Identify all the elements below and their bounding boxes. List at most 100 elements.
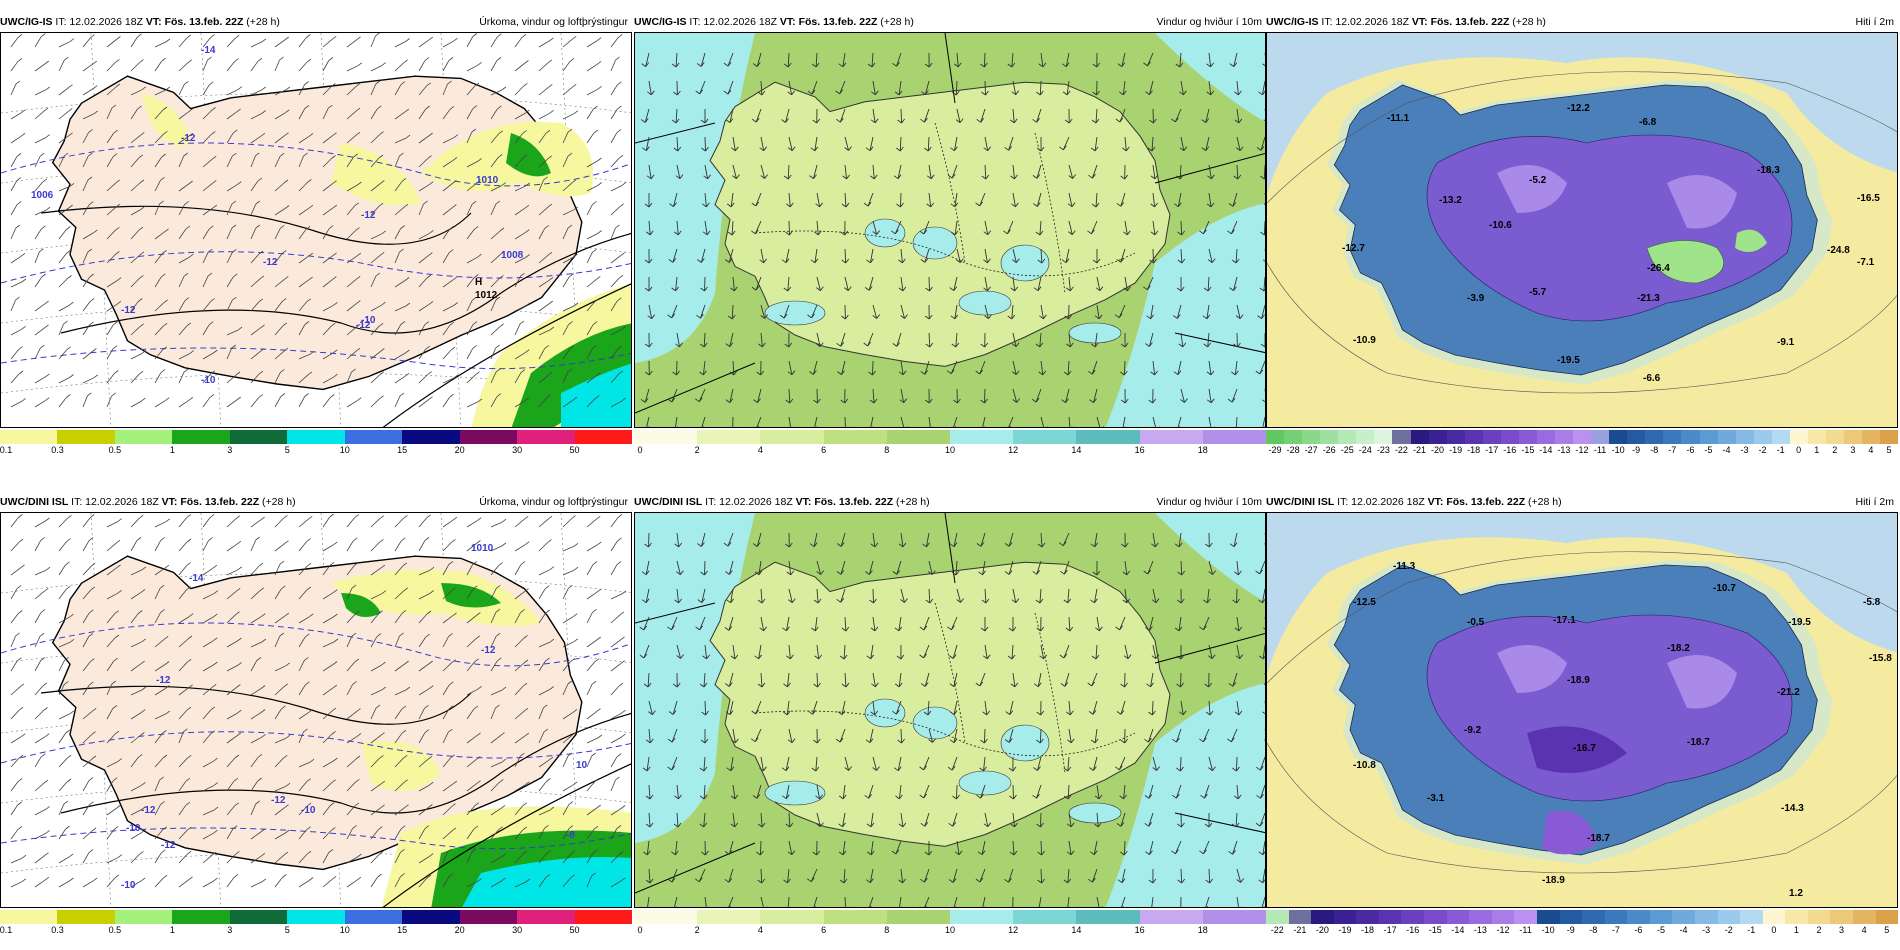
iceland-land: [709, 81, 1171, 367]
colorbar-swatch: [634, 910, 698, 924]
colorbar-swatch: [1356, 430, 1375, 444]
colorbar-swatch: [1645, 430, 1664, 444]
colorbar-ticks: 0 2 4 6 8 10 12 14 16 18: [634, 925, 1266, 937]
temperature-label: -6.6: [1643, 373, 1661, 384]
temperature-label: -18.7: [1587, 833, 1610, 844]
map-label: -12: [356, 320, 371, 331]
colorbar-tick-label: -26: [1322, 445, 1336, 455]
colorbar: [634, 910, 1267, 924]
colorbar-swatch: [344, 910, 403, 924]
temperature-label: -19.5: [1557, 355, 1580, 366]
colorbar-swatch: [1311, 910, 1334, 924]
colorbar-tick-label: 5: [1884, 925, 1890, 935]
colorbar-swatch: [1076, 910, 1140, 924]
colorbar-swatch: [1536, 430, 1555, 444]
colorbar-swatch: [886, 910, 951, 924]
colorbar-tick-label: 0: [637, 445, 643, 455]
map-labels: H1012-14-12-12-12-10-10-12-1210061010100…: [31, 45, 524, 386]
colorbar-tick-label: 12: [1008, 925, 1019, 935]
colorbar-swatch: [1789, 430, 1808, 444]
colorbar-tick-label: -25: [1340, 445, 1354, 455]
colorbar-tick-label: 8: [884, 925, 890, 935]
colorbar-tick-label: 2: [694, 445, 700, 455]
iceland-land: [51, 555, 583, 871]
colorbar-tick-label: 15: [397, 445, 408, 455]
temperature-isotherms: [1, 622, 631, 850]
map-label: -12: [361, 210, 376, 221]
temperature-label: -5.8: [1863, 597, 1881, 608]
temperature-label: -24.8: [1827, 245, 1850, 256]
colorbar-swatch: [517, 430, 575, 444]
temperature-label: -5.7: [1529, 287, 1547, 298]
wind-arrows: [639, 532, 1265, 907]
precip-areas: [331, 569, 631, 907]
map-label: -10: [126, 823, 141, 834]
colorbar-tick-label: 0.1: [0, 925, 13, 935]
model-name: UWC/DINI ISL: [1266, 496, 1335, 508]
wind-map-svg: [635, 513, 1265, 907]
map-wind: [634, 32, 1266, 428]
temperature-label: -10.8: [1353, 760, 1376, 771]
colorbar-swatch: [1573, 430, 1592, 444]
colorbar-tick-label: -15: [1428, 925, 1442, 935]
colorbar-tick-label: 6: [821, 445, 827, 455]
colorbar-tick-label: 0.5: [108, 925, 122, 935]
colorbar-swatch: [1717, 430, 1736, 444]
colorbar-ticks: -22 -21 -20 -19 -18 -17 -16 -15 -14 -13 -12 -11 -10-…: [1266, 925, 1898, 937]
colorbar-tick-label: -20: [1431, 445, 1445, 455]
init-time: IT: 12.02.2026 18Z: [71, 496, 159, 508]
colorbar-swatch: [1500, 430, 1519, 444]
map-label: -12: [271, 795, 286, 806]
map-label: -14: [189, 573, 204, 584]
valid-time: VT: Fös. 13.feb. 22Z: [161, 496, 260, 508]
colorbar-swatch: [402, 910, 460, 924]
colorbar-swatch: [697, 910, 761, 924]
graticule: [635, 513, 1265, 894]
colorbar-tick-label: -22: [1394, 445, 1408, 455]
init-time: IT: 12.02.2026 18Z: [1337, 496, 1425, 508]
colorbar-swatch: [459, 910, 518, 924]
colorbar-swatch: [172, 430, 230, 444]
temperature-label: -9.2: [1464, 725, 1482, 736]
temperature-label: -3.1: [1427, 793, 1445, 804]
wind-arrows: [640, 52, 1265, 427]
temperature-label: -19.5: [1788, 617, 1811, 628]
colorbar-swatch: [0, 430, 58, 444]
map-label: -12: [263, 257, 278, 268]
colorbar-swatch: [1446, 910, 1470, 924]
colorbar-swatch: [1875, 910, 1899, 924]
model-name: UWC/IG-IS: [634, 16, 687, 28]
init-time: IT: 12.02.2026 18Z: [705, 496, 793, 508]
colorbar-tick-label: 4: [757, 925, 763, 935]
temperature-label: -18.2: [1667, 643, 1690, 654]
init-time: IT: 12.02.2026 18Z: [689, 16, 777, 28]
colorbar-tick-label: 0.3: [51, 445, 64, 455]
colorbar-swatch: [1694, 910, 1718, 924]
colorbar-ticks: -29 -28 -27 -26 -25 -24 -23 -22 -21 -20 -19 -18 -17-…: [1266, 445, 1898, 457]
colorbar-tick-label: -18: [1361, 925, 1375, 935]
colorbar-swatch: [1771, 430, 1790, 444]
colorbar-tick-label: 6: [821, 925, 827, 935]
colorbar-swatch: [1717, 910, 1741, 924]
init-time: IT: 12.02.2026 18Z: [55, 16, 143, 28]
colorbar-swatch: [1555, 430, 1574, 444]
colorbar-swatch: [760, 430, 824, 444]
map-labels: -11.1 -12.2 -6.8 -13.2 -5.2 -18.3 -16.5 -10.6 -1…: [1342, 103, 1880, 384]
temperature-label: -11.1: [1387, 113, 1410, 124]
colorbar-swatch: [1663, 430, 1682, 444]
colorbar-swatch: [1853, 910, 1876, 924]
colorbar-tick-label: -9: [1632, 445, 1641, 455]
colorbar-swatch: [1627, 910, 1650, 924]
colorbar-swatch: [574, 910, 632, 924]
colorbar-tick-label: -12: [1496, 925, 1510, 935]
colorbar-tick-label: 8: [884, 445, 890, 455]
model-name: UWC/IG-IS: [0, 16, 53, 28]
colorbar-tick-label: 18: [1197, 925, 1208, 935]
colorbar-tick-label: 15: [397, 925, 408, 935]
colorbar-swatch: [1139, 430, 1203, 444]
colorbar-tick-label: 10: [339, 925, 350, 935]
lead-time: (+28 h): [896, 496, 930, 508]
colorbar-tick-label: 0.3: [51, 925, 64, 935]
colorbar-tick-label: -9: [1566, 925, 1575, 935]
